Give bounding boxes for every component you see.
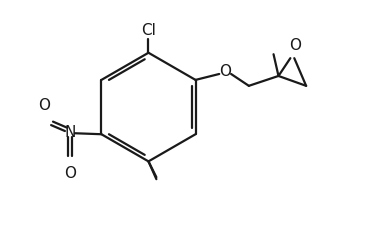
Text: O: O [289,38,301,53]
Text: O: O [38,99,50,113]
Text: Cl: Cl [141,23,156,38]
Text: O: O [64,166,76,181]
Text: O: O [219,63,231,79]
Text: N: N [64,125,75,140]
